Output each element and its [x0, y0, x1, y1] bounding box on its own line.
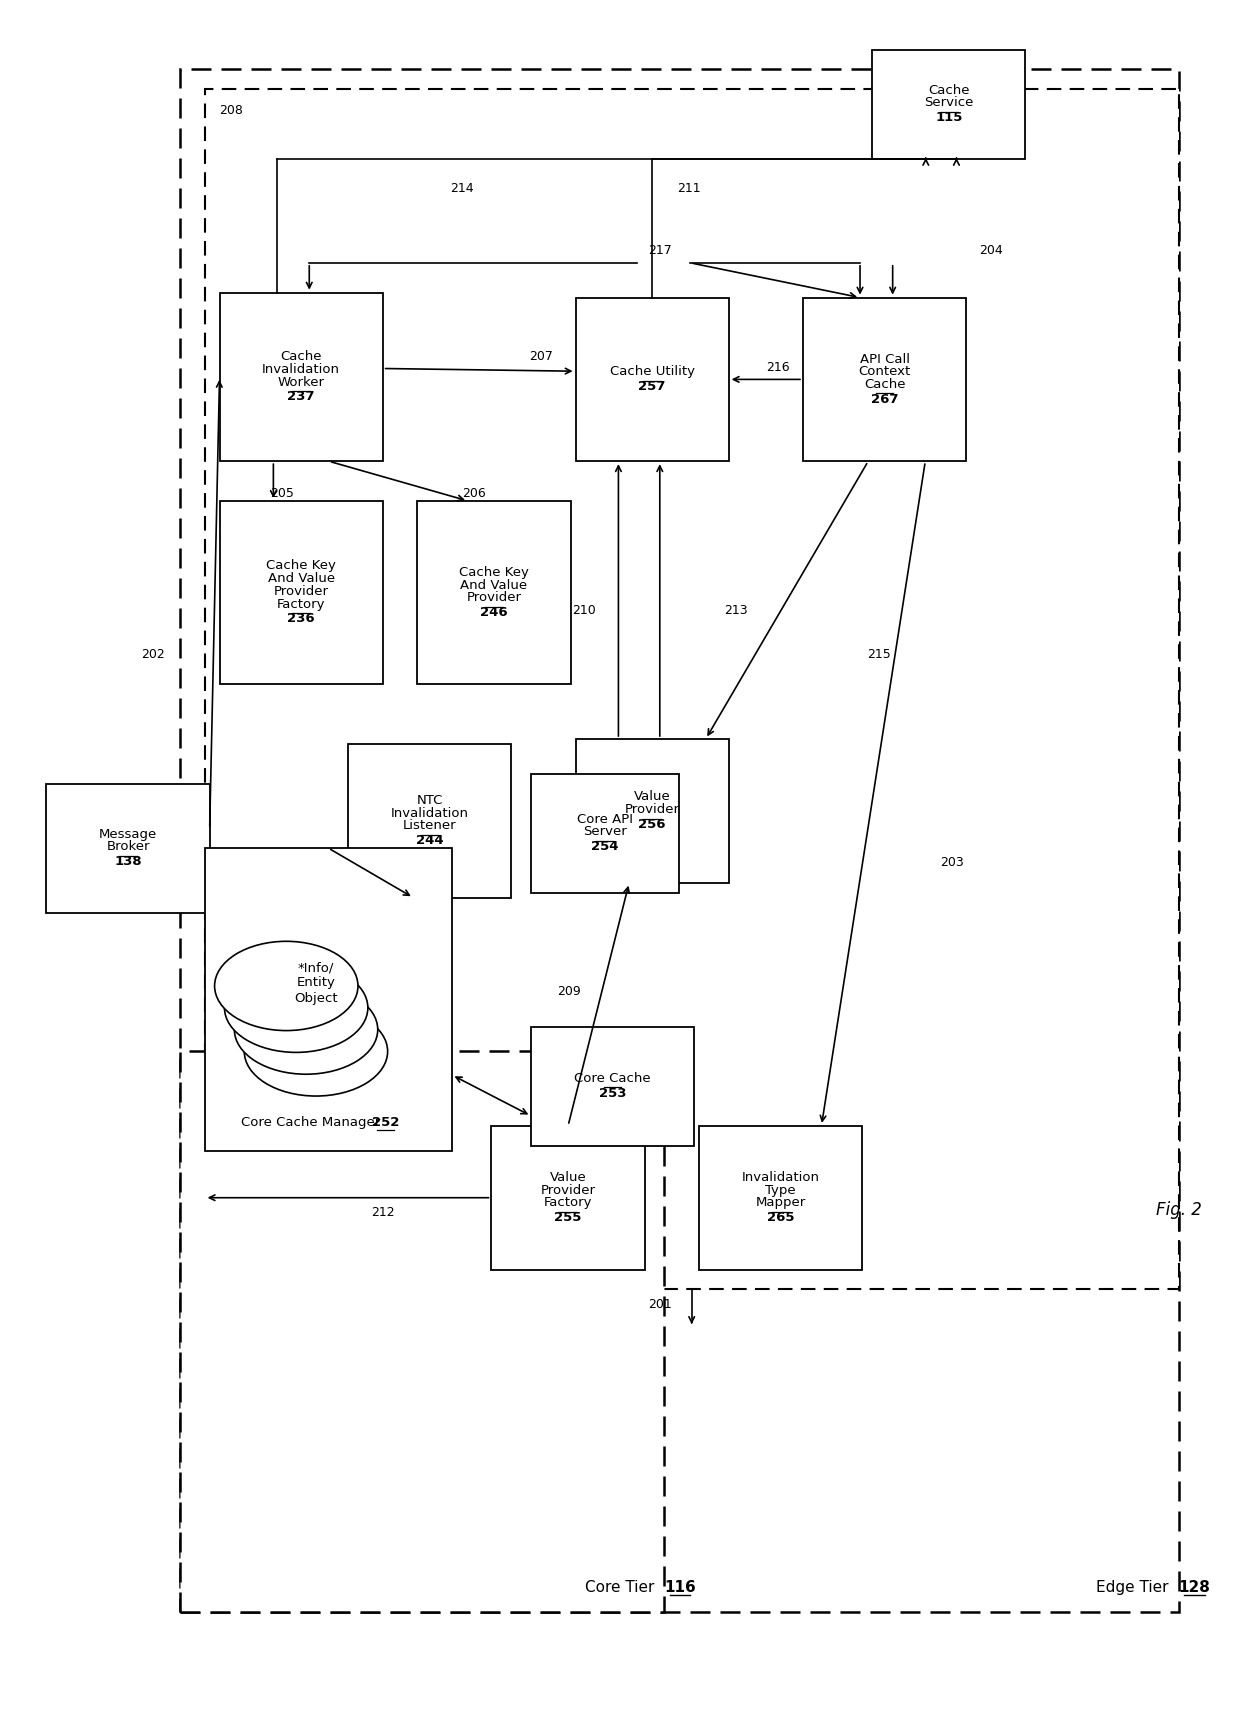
Text: 255: 255: [554, 1211, 582, 1225]
Text: 207: 207: [529, 349, 553, 363]
Text: 116: 116: [665, 1579, 696, 1595]
FancyBboxPatch shape: [348, 743, 511, 898]
Text: 246: 246: [480, 606, 507, 618]
Text: 237: 237: [288, 391, 315, 403]
FancyBboxPatch shape: [531, 774, 680, 892]
Text: Worker: Worker: [278, 375, 325, 389]
FancyBboxPatch shape: [491, 1125, 645, 1269]
Ellipse shape: [224, 963, 368, 1052]
Text: Message: Message: [99, 827, 157, 841]
Text: Provider: Provider: [466, 591, 522, 605]
Text: 209: 209: [557, 985, 580, 999]
Text: Provider: Provider: [625, 803, 680, 815]
Text: Factory: Factory: [544, 1196, 593, 1209]
Text: Cache Key: Cache Key: [267, 560, 336, 572]
Text: Object: Object: [294, 992, 337, 1006]
FancyBboxPatch shape: [804, 298, 966, 461]
Text: Provider: Provider: [541, 1184, 595, 1197]
FancyBboxPatch shape: [699, 1125, 862, 1269]
Text: Invalidation: Invalidation: [262, 363, 340, 375]
Text: 217: 217: [647, 245, 671, 257]
Text: 212: 212: [371, 1206, 394, 1220]
Text: Core API: Core API: [577, 812, 634, 826]
FancyBboxPatch shape: [575, 298, 729, 461]
Text: Core Cache: Core Cache: [574, 1072, 651, 1084]
FancyBboxPatch shape: [219, 293, 383, 461]
Text: 202: 202: [141, 648, 165, 661]
Text: 257: 257: [639, 380, 666, 392]
Ellipse shape: [244, 1007, 388, 1096]
Text: 115: 115: [935, 111, 962, 125]
Text: 244: 244: [415, 834, 444, 848]
Text: 213: 213: [724, 603, 748, 617]
Text: 253: 253: [599, 1086, 626, 1100]
Text: 128: 128: [1178, 1579, 1210, 1595]
Ellipse shape: [215, 942, 358, 1031]
Text: Core Tier: Core Tier: [585, 1579, 660, 1595]
Text: Service: Service: [924, 96, 973, 110]
Text: 208: 208: [219, 104, 243, 116]
FancyBboxPatch shape: [180, 1052, 665, 1612]
FancyBboxPatch shape: [872, 50, 1025, 159]
Text: And Value: And Value: [268, 572, 335, 586]
Text: 204: 204: [978, 245, 1003, 257]
Text: Core Cache Manager: Core Cache Manager: [241, 1117, 381, 1129]
FancyBboxPatch shape: [219, 500, 383, 685]
Text: *Info/: *Info/: [298, 961, 334, 975]
Text: 267: 267: [870, 392, 898, 406]
Text: 252: 252: [372, 1117, 399, 1129]
Text: Provider: Provider: [274, 584, 329, 598]
Text: Invalidation: Invalidation: [742, 1172, 820, 1184]
FancyBboxPatch shape: [575, 738, 729, 882]
Text: Broker: Broker: [107, 841, 150, 853]
Text: 201: 201: [649, 1298, 672, 1310]
Text: 254: 254: [591, 841, 619, 853]
Text: Invalidation: Invalidation: [391, 807, 469, 819]
Ellipse shape: [234, 985, 378, 1074]
Text: 265: 265: [766, 1211, 795, 1225]
Text: Entity: Entity: [296, 976, 335, 990]
Text: 215: 215: [867, 648, 892, 661]
FancyBboxPatch shape: [531, 1026, 694, 1146]
Text: Cache: Cache: [928, 84, 970, 96]
Text: And Value: And Value: [460, 579, 527, 591]
Text: Factory: Factory: [277, 598, 325, 610]
FancyBboxPatch shape: [46, 783, 210, 913]
Text: Mapper: Mapper: [755, 1196, 806, 1209]
Text: Type: Type: [765, 1184, 796, 1197]
Text: 211: 211: [677, 182, 701, 195]
Text: NTC: NTC: [417, 793, 443, 807]
Text: 216: 216: [766, 361, 790, 373]
FancyBboxPatch shape: [418, 500, 570, 685]
Text: 138: 138: [114, 855, 141, 868]
Text: Edge Tier: Edge Tier: [1096, 1579, 1174, 1595]
FancyBboxPatch shape: [205, 848, 451, 1151]
Text: Cache: Cache: [864, 379, 905, 391]
Text: Value: Value: [549, 1172, 587, 1184]
Text: Cache: Cache: [280, 349, 322, 363]
Text: 214: 214: [450, 182, 474, 195]
Text: Fig. 2: Fig. 2: [1156, 1201, 1202, 1220]
Text: Listener: Listener: [403, 819, 456, 833]
FancyBboxPatch shape: [180, 70, 1179, 1612]
Text: Cache Utility: Cache Utility: [610, 365, 694, 379]
Text: 203: 203: [940, 856, 963, 870]
Text: 236: 236: [288, 613, 315, 625]
Text: 205: 205: [270, 488, 294, 500]
Text: 206: 206: [461, 488, 486, 500]
Text: 210: 210: [573, 603, 596, 617]
Text: 256: 256: [639, 817, 666, 831]
FancyBboxPatch shape: [205, 89, 1179, 1290]
Text: Server: Server: [583, 826, 627, 838]
Text: Cache Key: Cache Key: [459, 565, 529, 579]
Text: Value: Value: [634, 790, 671, 803]
Text: Context: Context: [858, 365, 910, 379]
Text: API Call: API Call: [859, 353, 909, 365]
